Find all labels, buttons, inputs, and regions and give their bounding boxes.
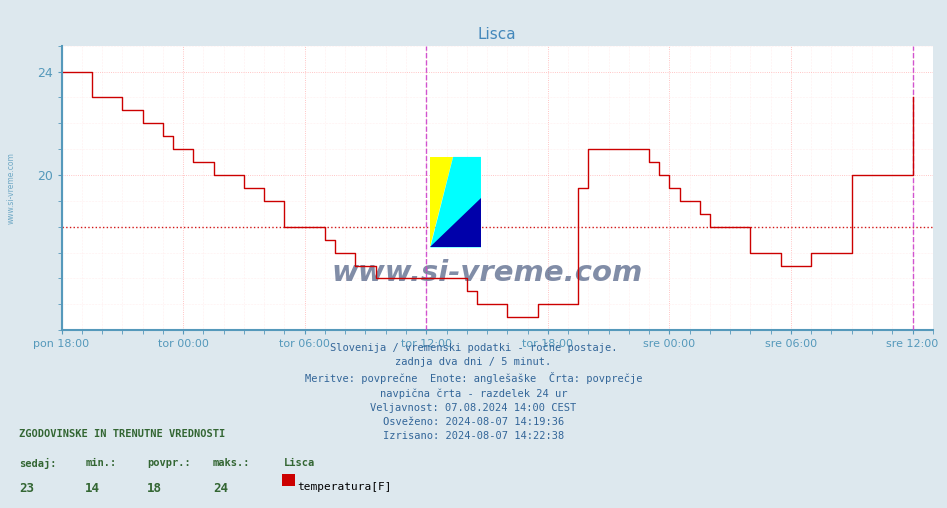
Text: maks.:: maks.: <box>213 458 251 468</box>
Title: Lisca: Lisca <box>478 27 516 42</box>
Text: temperatura[F]: temperatura[F] <box>297 482 392 492</box>
Text: Lisca: Lisca <box>284 458 315 468</box>
Text: 18: 18 <box>147 482 162 495</box>
Text: 24: 24 <box>213 482 228 495</box>
Text: 23: 23 <box>19 482 34 495</box>
Text: www.si-vreme.com: www.si-vreme.com <box>331 259 643 288</box>
Text: ZGODOVINSKE IN TRENUTNE VREDNOSTI: ZGODOVINSKE IN TRENUTNE VREDNOSTI <box>19 429 225 439</box>
Text: povpr.:: povpr.: <box>147 458 190 468</box>
Polygon shape <box>430 157 453 247</box>
Text: Slovenija / vremenski podatki - ročne postaje.
zadnja dva dni / 5 minut.
Meritve: Slovenija / vremenski podatki - ročne po… <box>305 343 642 441</box>
Text: 14: 14 <box>85 482 100 495</box>
Text: min.:: min.: <box>85 458 116 468</box>
Polygon shape <box>430 198 481 247</box>
Text: www.si-vreme.com: www.si-vreme.com <box>7 152 15 224</box>
Polygon shape <box>430 157 481 247</box>
Text: sedaj:: sedaj: <box>19 458 57 469</box>
